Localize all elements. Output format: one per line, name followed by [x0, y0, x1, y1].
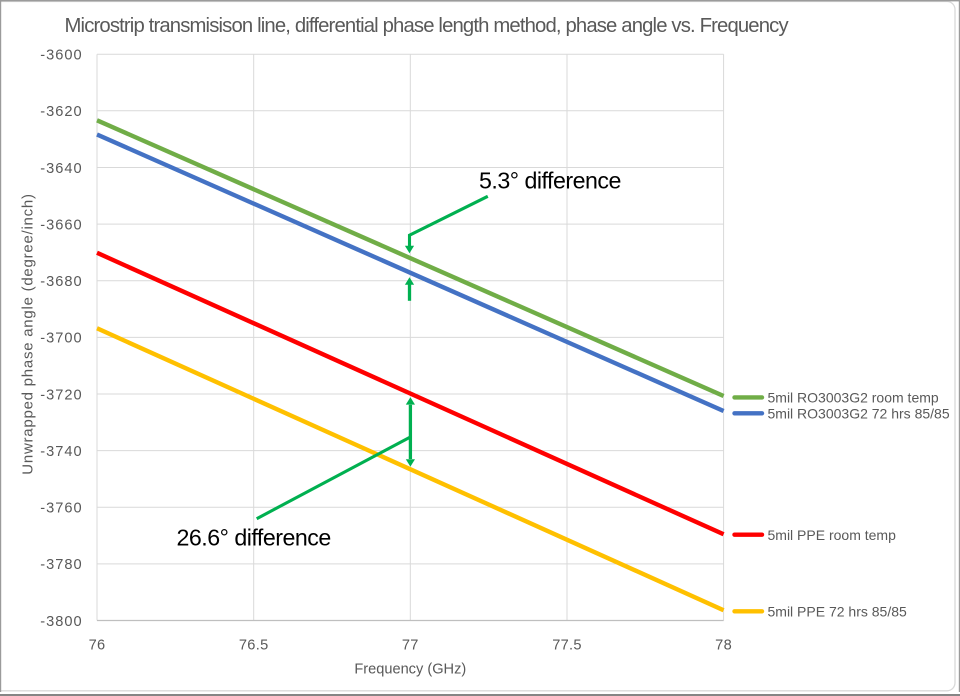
svg-text:77.5: 77.5	[552, 638, 582, 654]
svg-text:-3780: -3780	[40, 557, 82, 573]
svg-text:-3700: -3700	[40, 331, 82, 347]
svg-text:-3680: -3680	[40, 274, 82, 290]
svg-text:-3620: -3620	[40, 104, 82, 120]
svg-text:5mil RO3003G2 72 hrs 85/85: 5mil RO3003G2 72 hrs 85/85	[768, 405, 950, 421]
svg-text:Frequency (GHz): Frequency (GHz)	[354, 662, 466, 678]
svg-text:77: 77	[402, 638, 419, 654]
svg-text:Unwrapped phase angle (degree/: Unwrapped phase angle (degree/inch)	[19, 193, 36, 474]
svg-text:5mil PPE 72 hrs 85/85: 5mil PPE 72 hrs 85/85	[768, 603, 908, 619]
svg-text:76: 76	[89, 638, 106, 654]
svg-text:-3760: -3760	[40, 501, 82, 517]
svg-text:-3640: -3640	[40, 161, 82, 177]
svg-text:-3800: -3800	[40, 614, 82, 630]
svg-text:-3740: -3740	[40, 444, 82, 460]
svg-text:-3720: -3720	[40, 387, 82, 403]
svg-text:5.3° difference: 5.3° difference	[479, 167, 621, 193]
svg-text:76.5: 76.5	[239, 638, 269, 654]
svg-text:Microstrip transmisison line,: Microstrip transmisison line, differenti…	[65, 15, 790, 37]
svg-text:5mil PPE room temp: 5mil PPE room temp	[768, 527, 897, 543]
svg-text:-3600: -3600	[40, 48, 82, 64]
svg-text:78: 78	[715, 638, 732, 654]
svg-text:-3660: -3660	[40, 217, 82, 233]
svg-text:26.6° difference: 26.6° difference	[177, 525, 331, 551]
svg-text:5mil RO3003G2 room temp: 5mil RO3003G2 room temp	[768, 390, 939, 406]
